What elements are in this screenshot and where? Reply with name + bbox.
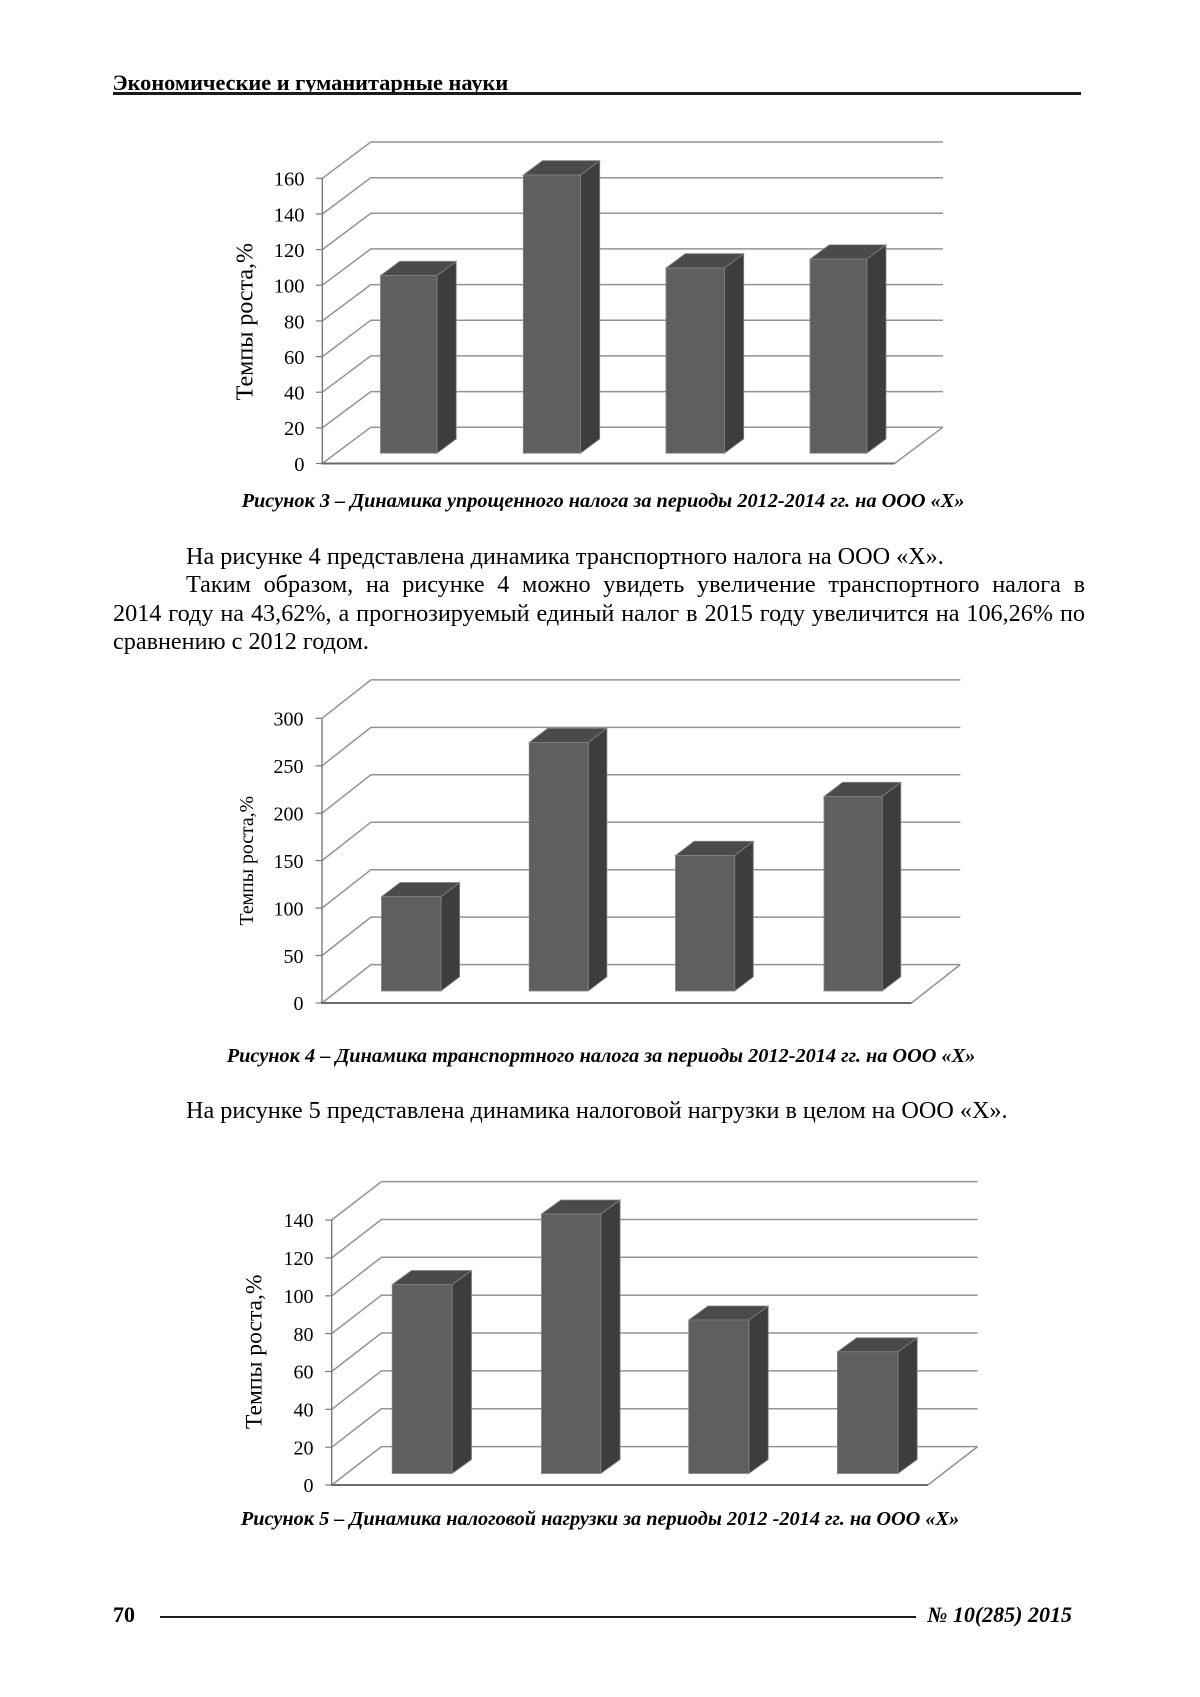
svg-text:Темпы роста,%: Темпы роста,% <box>236 796 258 926</box>
svg-text:150: 150 <box>274 851 304 873</box>
svg-text:20: 20 <box>284 418 305 440</box>
svg-text:Темпы роста,%: Темпы роста,% <box>233 243 259 400</box>
svg-text:20: 20 <box>294 1437 314 1459</box>
svg-text:0: 0 <box>294 454 304 476</box>
svg-text:0: 0 <box>294 993 304 1015</box>
svg-text:200: 200 <box>274 803 304 825</box>
svg-text:50: 50 <box>284 946 304 968</box>
svg-text:80: 80 <box>284 311 305 333</box>
svg-text:0: 0 <box>304 1475 314 1497</box>
svg-text:140: 140 <box>274 204 305 226</box>
svg-text:60: 60 <box>294 1362 314 1384</box>
svg-text:300: 300 <box>274 709 304 731</box>
svg-text:120: 120 <box>284 1248 314 1270</box>
svg-text:Темпы роста,%: Темпы роста,% <box>242 1274 268 1429</box>
svg-text:40: 40 <box>294 1400 314 1422</box>
svg-text:120: 120 <box>274 240 305 262</box>
svg-text:100: 100 <box>274 898 304 920</box>
svg-text:160: 160 <box>274 169 305 191</box>
svg-text:60: 60 <box>284 347 305 369</box>
svg-text:250: 250 <box>274 756 304 778</box>
svg-text:140: 140 <box>284 1210 314 1232</box>
svg-text:100: 100 <box>284 1286 314 1308</box>
svg-text:80: 80 <box>294 1324 314 1346</box>
svg-text:40: 40 <box>284 383 305 405</box>
svg-text:100: 100 <box>274 276 305 298</box>
